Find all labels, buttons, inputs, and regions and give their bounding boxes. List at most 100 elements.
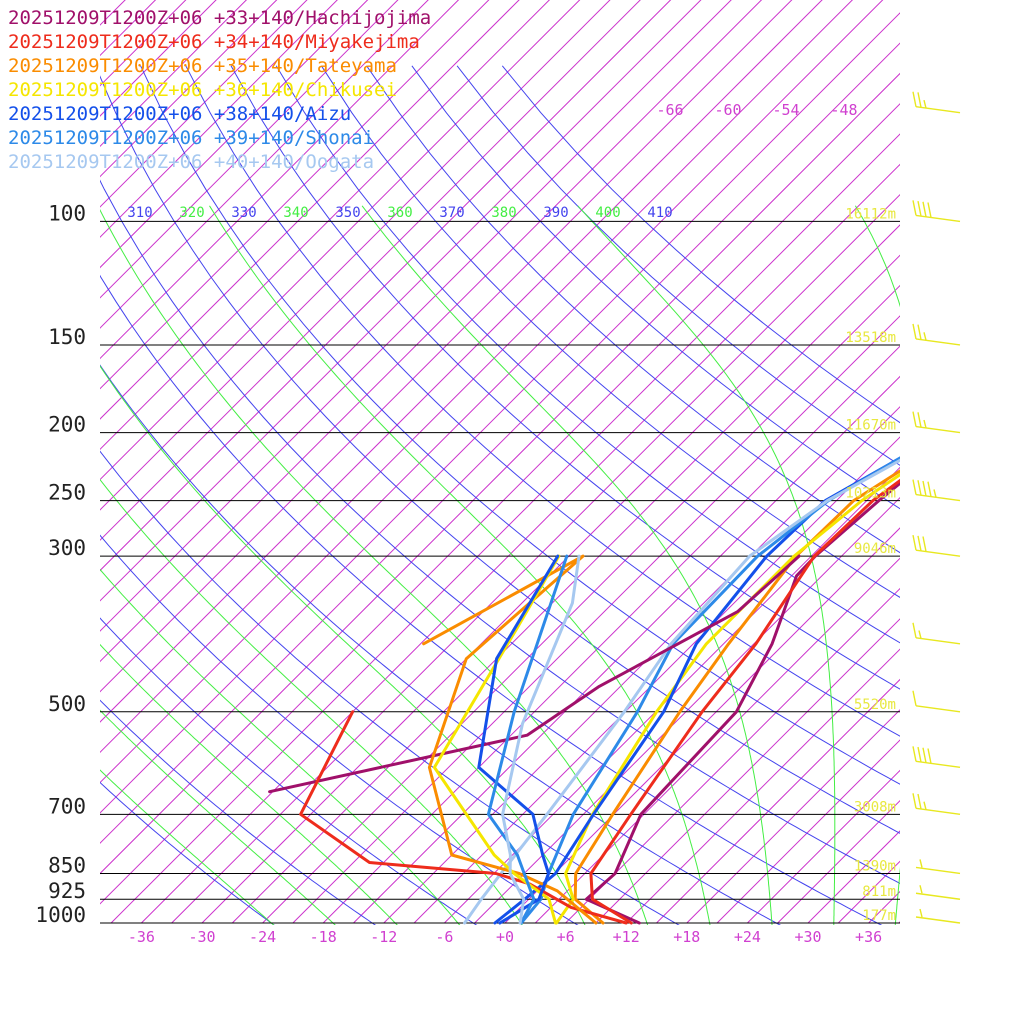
theta-label: 310 xyxy=(127,205,152,221)
height-label: 1390m xyxy=(854,858,896,874)
dry-adiabat-line xyxy=(366,65,900,554)
dry-adiabat-line xyxy=(100,781,275,925)
isotherm-line xyxy=(625,648,900,924)
series-line xyxy=(493,456,900,925)
isotherm-label: -54 xyxy=(772,101,799,119)
wind-barb xyxy=(912,793,961,816)
height-label: 10213m xyxy=(845,486,896,502)
wind-barb xyxy=(912,535,961,557)
isotherm-line xyxy=(100,0,248,148)
x-tick-label: +0 xyxy=(496,928,514,946)
series-line xyxy=(422,554,598,925)
x-tick-label: -24 xyxy=(249,928,276,946)
isotherm-line xyxy=(353,375,900,924)
isotherm-line xyxy=(0,0,1,923)
height-label: 13518m xyxy=(845,330,896,346)
dry-adiabat-line xyxy=(100,450,680,925)
pressure-label: 200 xyxy=(48,413,86,437)
dry-adiabat-line xyxy=(100,534,579,925)
isotherm-line xyxy=(100,0,460,360)
legend-entry: 20251209T1200Z+06 +34+140/Miyakejima xyxy=(8,31,420,53)
wind-barb xyxy=(915,908,961,924)
moist-adiabat-line xyxy=(854,205,900,925)
isotherm-line xyxy=(837,860,900,924)
x-tick-label: +36 xyxy=(855,928,882,946)
dry-adiabat-line xyxy=(100,699,377,925)
x-tick-label: -12 xyxy=(370,928,397,946)
x-tick-label: +30 xyxy=(794,928,821,946)
x-tick-label: -18 xyxy=(310,928,337,946)
isotherm-line xyxy=(100,0,429,329)
height-label: 3008m xyxy=(854,799,896,815)
isotherm-line xyxy=(100,0,308,208)
pressure-label: 100 xyxy=(48,201,86,225)
dry-adiabat-line xyxy=(140,65,900,785)
wind-barb xyxy=(915,885,961,900)
isotherm-label: -66 xyxy=(656,101,683,119)
series-line xyxy=(589,478,900,925)
height-label: 177m xyxy=(862,908,896,924)
height-label: 16112m xyxy=(845,206,896,222)
isotherm-line xyxy=(595,618,900,924)
series-line xyxy=(486,554,569,925)
dry-adiabat-line xyxy=(411,65,900,510)
series-line xyxy=(519,456,900,925)
pressure-label: 300 xyxy=(48,536,86,560)
isotherm-label: -60 xyxy=(714,101,741,119)
isotherm-line xyxy=(100,0,217,117)
isotherm-line xyxy=(747,769,900,924)
isotherm-line xyxy=(292,315,900,924)
height-label: 9046m xyxy=(854,541,896,557)
isotherm-line xyxy=(807,830,900,924)
dry-adiabat-line xyxy=(100,274,883,925)
legend-entry: 20251209T1200Z+06 +39+140/Shonai xyxy=(8,127,374,149)
wind-barb xyxy=(912,690,961,713)
pressure-label: 500 xyxy=(48,692,86,716)
isobar-lines xyxy=(100,220,900,924)
x-tick-label: +18 xyxy=(673,928,700,946)
height-label: 5520m xyxy=(854,697,896,713)
x-tick-label: -36 xyxy=(128,928,155,946)
theta-label: 370 xyxy=(439,205,464,221)
isotherm-line xyxy=(100,0,338,238)
dry-adiabat-line xyxy=(230,65,900,690)
legend: 20251209T1200Z+06 +33+140/Hachijojima202… xyxy=(8,7,431,173)
pressure-label: 700 xyxy=(48,794,86,818)
isotherm-line xyxy=(990,0,1024,923)
moist-adiabat-line xyxy=(209,205,711,925)
series-line xyxy=(299,710,628,925)
series-line xyxy=(501,554,581,925)
dry-adiabat-line xyxy=(320,65,900,598)
isotherm-line xyxy=(474,496,900,924)
isotherm-line xyxy=(656,678,900,924)
legend-entry: 20251209T1200Z+06 +33+140/Hachijojima xyxy=(8,7,431,29)
height-label: 11670m xyxy=(845,418,896,434)
series-line xyxy=(555,472,900,925)
series-line xyxy=(573,469,900,925)
moist-adiabat-line xyxy=(100,709,336,925)
pressure-label: 250 xyxy=(48,481,86,505)
isotherm-line xyxy=(534,557,900,924)
x-tick-label: -30 xyxy=(188,928,215,946)
moist-adiabat-line xyxy=(100,208,649,925)
theta-label: 350 xyxy=(335,205,360,221)
profile-series xyxy=(268,456,900,925)
theta-label: 360 xyxy=(387,205,412,221)
series-line xyxy=(432,554,561,925)
legend-entry: 20251209T1200Z+06 +38+140/Aizu xyxy=(8,103,351,125)
wind-barb xyxy=(912,479,961,502)
theta-label: 390 xyxy=(543,205,568,221)
isotherm-line xyxy=(898,921,900,924)
theta-label: 340 xyxy=(283,205,308,221)
x-tick-label: -6 xyxy=(435,928,453,946)
legend-entry: 20251209T1200Z+06 +40+140/Oogata xyxy=(8,151,374,173)
dry-adiabat-line xyxy=(100,75,900,834)
theta-label: 320 xyxy=(179,205,204,221)
theta-label: 330 xyxy=(231,205,256,221)
legend-entry: 20251209T1200Z+06 +35+140/Tateyama xyxy=(8,55,397,77)
wind-barb xyxy=(912,91,961,114)
pressure-label: 150 xyxy=(48,325,86,349)
isotherm-line xyxy=(100,0,520,420)
isotherm-line xyxy=(929,0,1024,923)
